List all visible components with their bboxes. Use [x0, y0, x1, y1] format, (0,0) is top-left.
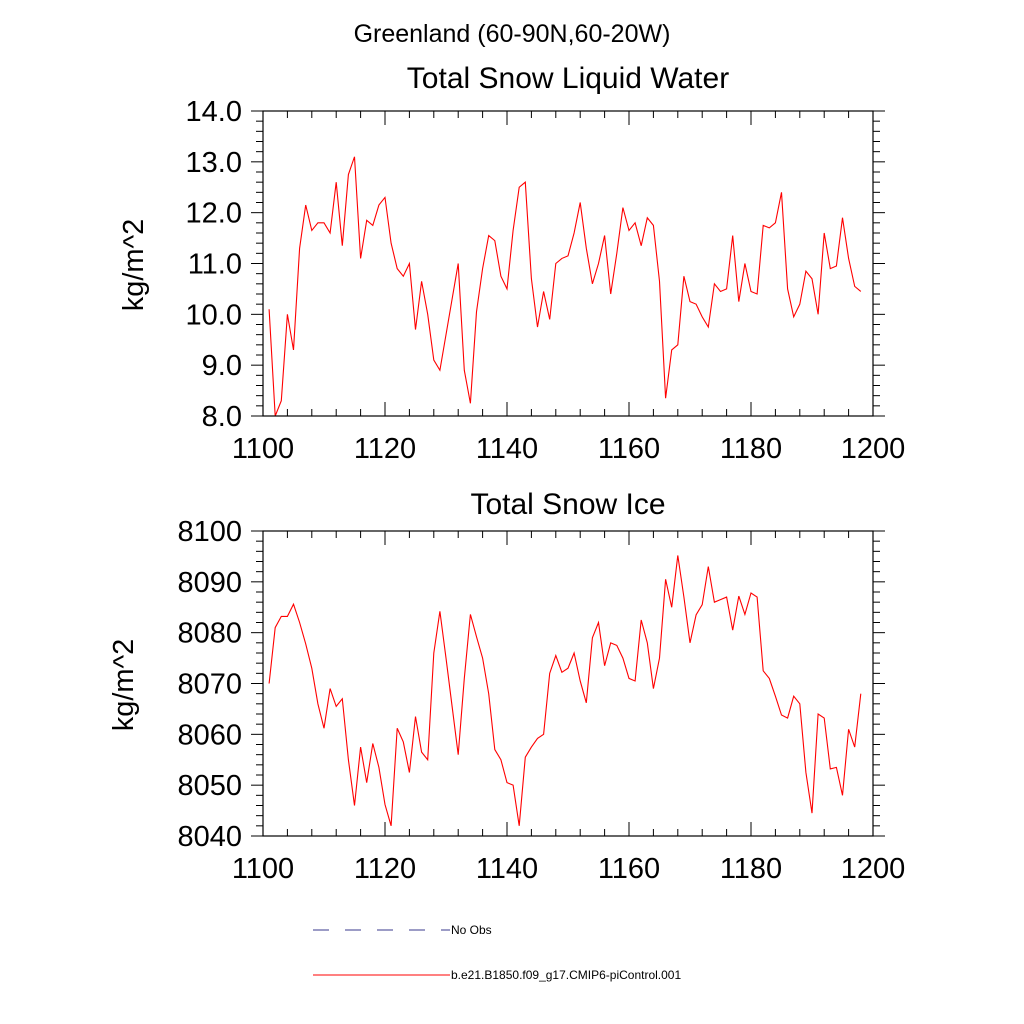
y-tick-label: 10.0	[186, 299, 242, 331]
panel-snow-ice: Total Snow Ice kg/m^2 1100 1120 1140 1160 11…	[108, 488, 905, 885]
series-line	[268, 555, 862, 826]
x-tick-label: 1180	[720, 433, 782, 465]
chart-title: Total Snow Ice	[470, 488, 665, 521]
x-tick-label: 1160	[598, 433, 660, 465]
legend-label-no-obs: No Obs	[451, 923, 492, 937]
y-tick-label: 12.0	[186, 198, 242, 230]
x-tick-label: 1100	[232, 853, 294, 885]
plot-frame	[262, 530, 874, 837]
x-tick-label: 1180	[720, 853, 782, 885]
y-tick-label: 8090	[177, 567, 242, 599]
y-tick-label: 8040	[177, 821, 242, 853]
x-tick-label: 1160	[598, 853, 660, 885]
x-tick-label: 1200	[841, 433, 906, 465]
y-tick-label: 13.0	[186, 147, 242, 179]
y-tick-label: 8080	[177, 618, 242, 650]
y-tick-label: 14.0	[186, 96, 242, 128]
x-tick-label: 1140	[476, 433, 538, 465]
series-group	[268, 156, 862, 417]
y-axis-label: kg/m^2	[108, 639, 140, 732]
y-tick-label: 11.0	[188, 249, 242, 281]
y-tick-label: 9.0	[202, 350, 242, 382]
x-tick-label: 1100	[232, 433, 294, 465]
ticks-group: 1100 1120 1140 1160 1180 1200 8.0 9.0 10.0 11.0 12…	[186, 96, 906, 465]
ticks-group: 1100 1120 1140 1160 1180 1200 8040 8050 8060 8070…	[177, 516, 905, 885]
y-tick-label: 8.0	[202, 401, 242, 433]
y-tick-label: 8050	[177, 770, 242, 802]
x-tick-label: 1120	[354, 853, 416, 885]
y-tick-label: 8070	[177, 669, 242, 701]
figure-title: Greenland (60-90N,60-20W)	[354, 20, 671, 48]
panel-snow-liquid-water: Total Snow Liquid Water kg/m^2 1100 1120 1…	[118, 62, 905, 465]
y-axis-label: kg/m^2	[118, 219, 150, 312]
x-tick-label: 1200	[841, 853, 906, 885]
series-line	[268, 156, 862, 417]
legend: No Obs b.e21.B1850.f09_g17.CMIP6-piContr…	[313, 923, 681, 982]
legend-label-picontrol: b.e21.B1850.f09_g17.CMIP6-piControl.001	[451, 968, 681, 982]
chart-title: Total Snow Liquid Water	[407, 62, 729, 95]
x-tick-label: 1120	[354, 433, 416, 465]
x-tick-label: 1140	[476, 853, 538, 885]
series-group	[268, 555, 862, 826]
plot-frame	[262, 110, 874, 417]
y-tick-label: 8060	[177, 719, 242, 751]
y-tick-label: 8100	[177, 516, 242, 548]
